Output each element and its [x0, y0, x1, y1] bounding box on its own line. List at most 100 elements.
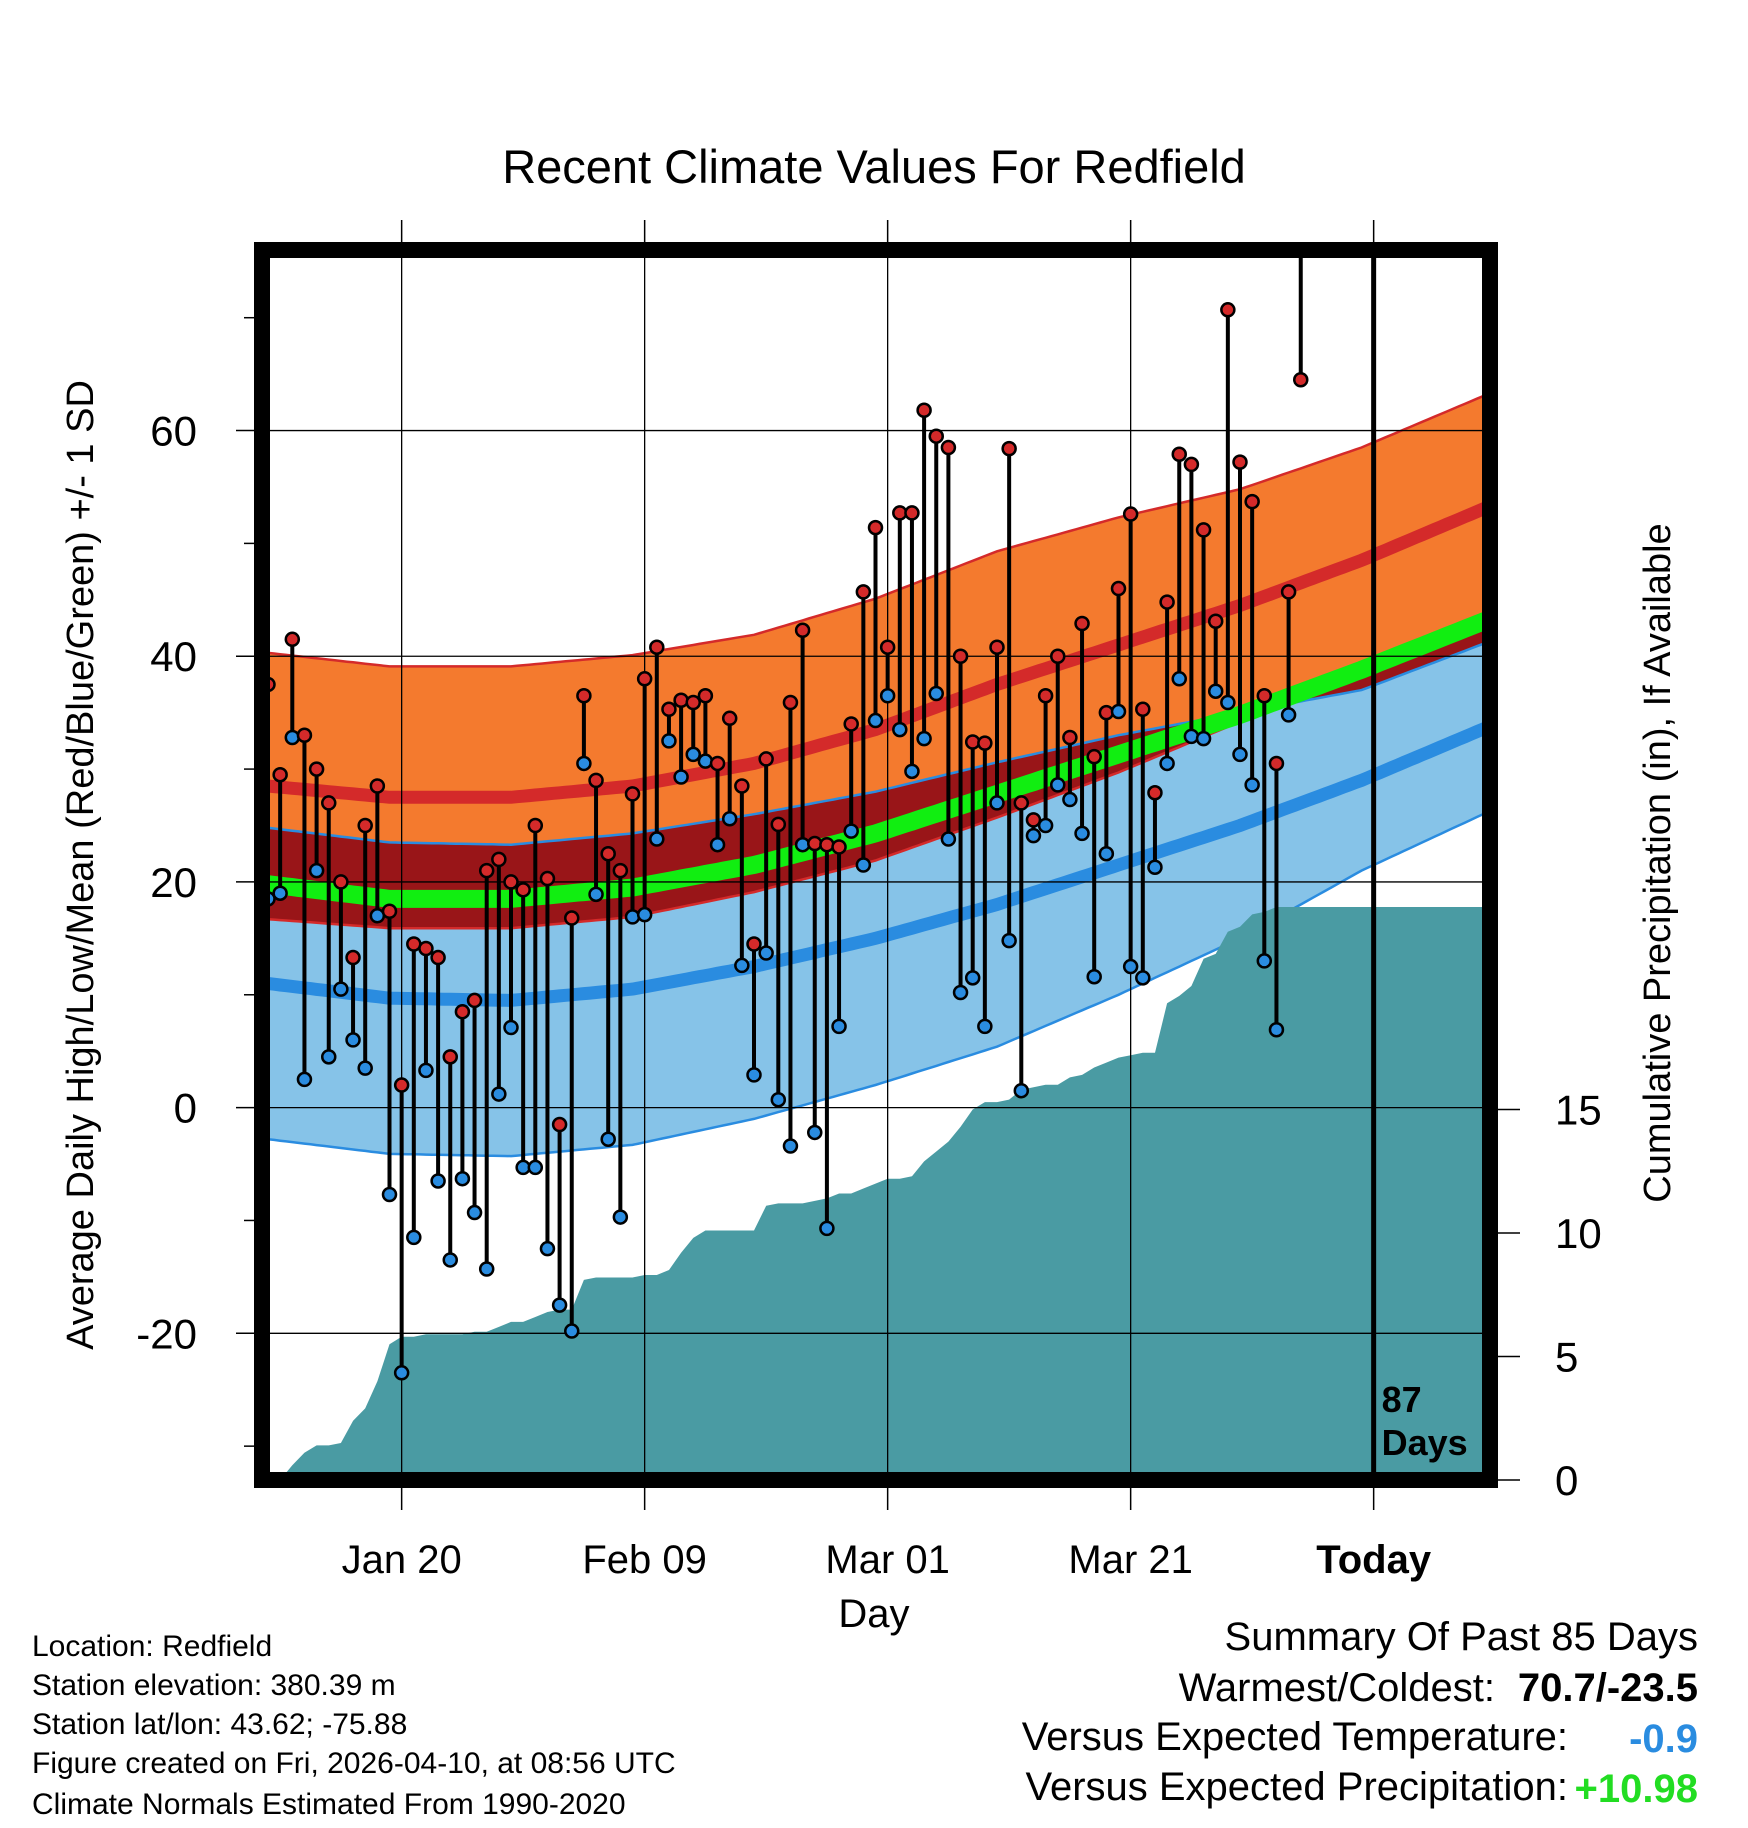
normal-mean-line — [266, 609, 1490, 908]
y-tick-label: 0 — [174, 1085, 197, 1132]
y-tick-label: 20 — [150, 859, 197, 906]
daily-high-point — [1171, 446, 1187, 462]
x-tick-label: Jan 20 — [342, 1538, 462, 1582]
daily-low-point — [381, 1186, 398, 1203]
overlap-band — [268, 618, 1490, 929]
daily-low-point — [1086, 968, 1102, 985]
today-days-number: 87 — [1382, 1379, 1422, 1420]
daily-high-point — [478, 862, 495, 879]
daily-high-point — [624, 786, 641, 802]
daily-high-point — [503, 874, 519, 890]
daily-low-point — [1062, 791, 1078, 808]
daily-high-point — [1293, 372, 1309, 388]
daily-low-point — [406, 1229, 422, 1246]
daily-high-point — [977, 735, 993, 751]
daily-low-point — [673, 769, 689, 785]
daily-high-point — [855, 584, 872, 600]
daily-high-point — [454, 1003, 471, 1020]
daily-low-point — [1135, 970, 1151, 986]
daily-high-point — [709, 755, 726, 772]
daily-high-point — [1001, 440, 1017, 457]
normals-text: Climate Normals Estimated From 1990-2020 — [32, 1788, 626, 1821]
daily-low-point — [964, 970, 981, 986]
daily-low-point — [916, 730, 932, 747]
daily-low-point — [1037, 817, 1054, 834]
daily-low-point — [588, 886, 604, 903]
daily-low-point — [551, 1297, 568, 1313]
daily-high-point — [1195, 522, 1212, 538]
daily-low-point — [661, 733, 677, 749]
daily-high-point — [612, 862, 629, 879]
daily-low-point — [1294, 0, 1307, 7]
daily-low-point — [697, 753, 714, 769]
daily-low-point — [345, 1032, 361, 1048]
daily-high-point — [649, 639, 665, 655]
daily-high-point — [551, 1116, 568, 1133]
daily-high-point — [721, 710, 738, 727]
created-text: Figure created on Fri, 2026-04-10, at 08… — [32, 1747, 676, 1780]
daily-high-point — [879, 639, 896, 655]
elevation-text: Station elevation: 380.39 m — [32, 1669, 396, 1702]
daily-low-point — [977, 1018, 993, 1035]
daily-low-point — [576, 755, 592, 772]
daily-low-point — [746, 1067, 762, 1083]
daily-high-point — [1244, 493, 1260, 510]
daily-high-point — [321, 795, 337, 811]
daily-low-point — [1183, 728, 1200, 745]
daily-high-point — [794, 622, 811, 639]
daily-high-point — [491, 851, 507, 868]
daily-low-point — [539, 1240, 556, 1257]
daily-high-point — [1074, 615, 1090, 632]
daily-low-point — [867, 712, 884, 729]
daily-high-point — [1013, 795, 1030, 811]
daily-high-point — [636, 671, 653, 687]
daily-low-point — [527, 1159, 544, 1176]
daily-low-point — [1001, 932, 1017, 949]
daily-low-point — [442, 1252, 458, 1268]
y2-tick-label: 0 — [1555, 1457, 1578, 1504]
daily-low-point — [1268, 1022, 1285, 1038]
daily-low-point — [1050, 777, 1066, 793]
daily-low-point — [296, 1071, 313, 1088]
daily-low-point — [636, 906, 653, 923]
today-days-word: Days — [1382, 1422, 1468, 1463]
daily-low-point — [1025, 827, 1042, 844]
y-tick-label: 40 — [150, 633, 197, 680]
daily-low-point — [393, 1365, 410, 1381]
y-axis-label: Average Daily High/Low/Mean (Red/Blue/Gr… — [60, 380, 102, 1350]
daily-high-point — [381, 903, 398, 920]
daily-low-point — [612, 1209, 629, 1225]
daily-low-point — [831, 1018, 847, 1035]
daily-high-point — [758, 751, 774, 767]
station-info: Location: Redfield Station elevation: 38… — [32, 1630, 676, 1821]
daily-high-point — [564, 910, 580, 926]
daily-high-point — [357, 817, 373, 834]
daily-high-point — [333, 874, 349, 890]
daily-low-point — [1195, 730, 1212, 747]
daily-low-point — [721, 810, 738, 827]
precip-anomaly-value: +10.98 — [1575, 1767, 1698, 1811]
daily-low-point — [1074, 825, 1090, 842]
x-tick-label: Mar 21 — [1068, 1538, 1193, 1582]
daily-low-point — [478, 1261, 495, 1277]
daily-high-point — [539, 870, 556, 887]
daily-high-point — [345, 949, 361, 966]
daily-high-point — [746, 936, 762, 952]
latlon-text: Station lat/lon: 43.62; -75.88 — [32, 1708, 407, 1741]
daily-high-point — [369, 778, 386, 794]
x-tick-label: Today — [1316, 1538, 1432, 1582]
y2-tick-label: 10 — [1555, 1210, 1602, 1257]
daily-high-point — [1122, 506, 1139, 522]
daily-low-point — [709, 836, 726, 853]
daily-high-point — [867, 519, 884, 536]
daily-high-point — [1268, 755, 1285, 772]
daily-high-point — [819, 836, 835, 853]
daily-low-point — [855, 857, 872, 873]
daily-low-point — [284, 729, 301, 746]
daily-low-point — [892, 721, 908, 738]
daily-low-point — [1122, 958, 1139, 975]
daily-low-point — [466, 1204, 483, 1221]
daily-low-point — [879, 687, 896, 704]
daily-high-point — [600, 845, 616, 862]
summary-panel: Summary Of Past 85 Days Warmest/Coldest:… — [1022, 1615, 1698, 1811]
